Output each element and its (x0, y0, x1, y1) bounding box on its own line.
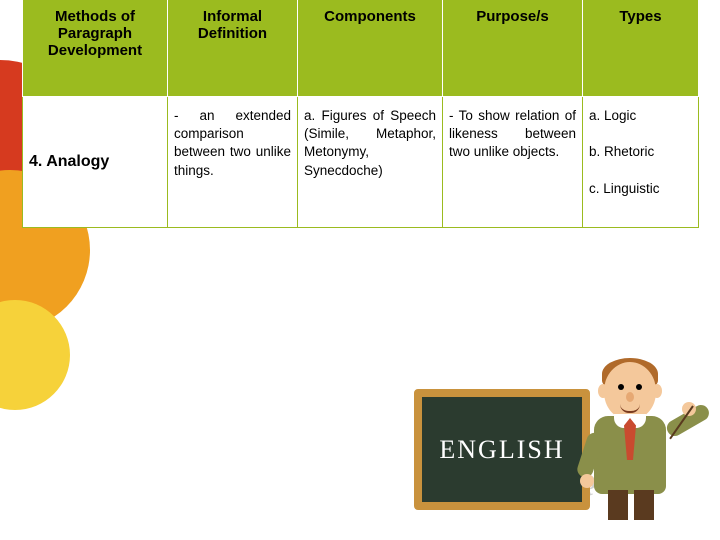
cell-types: a. Logicb. Rhetoricc. Linguistic (583, 97, 699, 228)
col-header-definition: Informal Definition (168, 0, 298, 97)
col-header-methods: Methods of Paragraph Development (23, 0, 168, 97)
teacher-icon (574, 362, 684, 522)
table-header-row: Methods of Paragraph Development Informa… (23, 0, 699, 97)
cell-definition: - an extended comparison between two unl… (168, 97, 298, 228)
col-header-types: Types (583, 0, 699, 97)
col-header-components: Components (298, 0, 443, 97)
chalkboard-icon: ENGLISH (414, 389, 590, 510)
cell-purpose: - To show relation of likeness between t… (443, 97, 583, 228)
cell-method: 4. Analogy (23, 97, 168, 228)
decor-circle-yellow (0, 300, 70, 410)
chalkboard-text: ENGLISH (439, 435, 564, 465)
col-header-purpose: Purpose/s (443, 0, 583, 97)
cell-components: a. Figures of Speech (Simile, Metaphor, … (298, 97, 443, 228)
methods-table: Methods of Paragraph Development Informa… (22, 0, 699, 228)
slide-stage: Methods of Paragraph Development Informa… (0, 0, 720, 540)
table-row: 4. Analogy - an extended comparison betw… (23, 97, 699, 228)
